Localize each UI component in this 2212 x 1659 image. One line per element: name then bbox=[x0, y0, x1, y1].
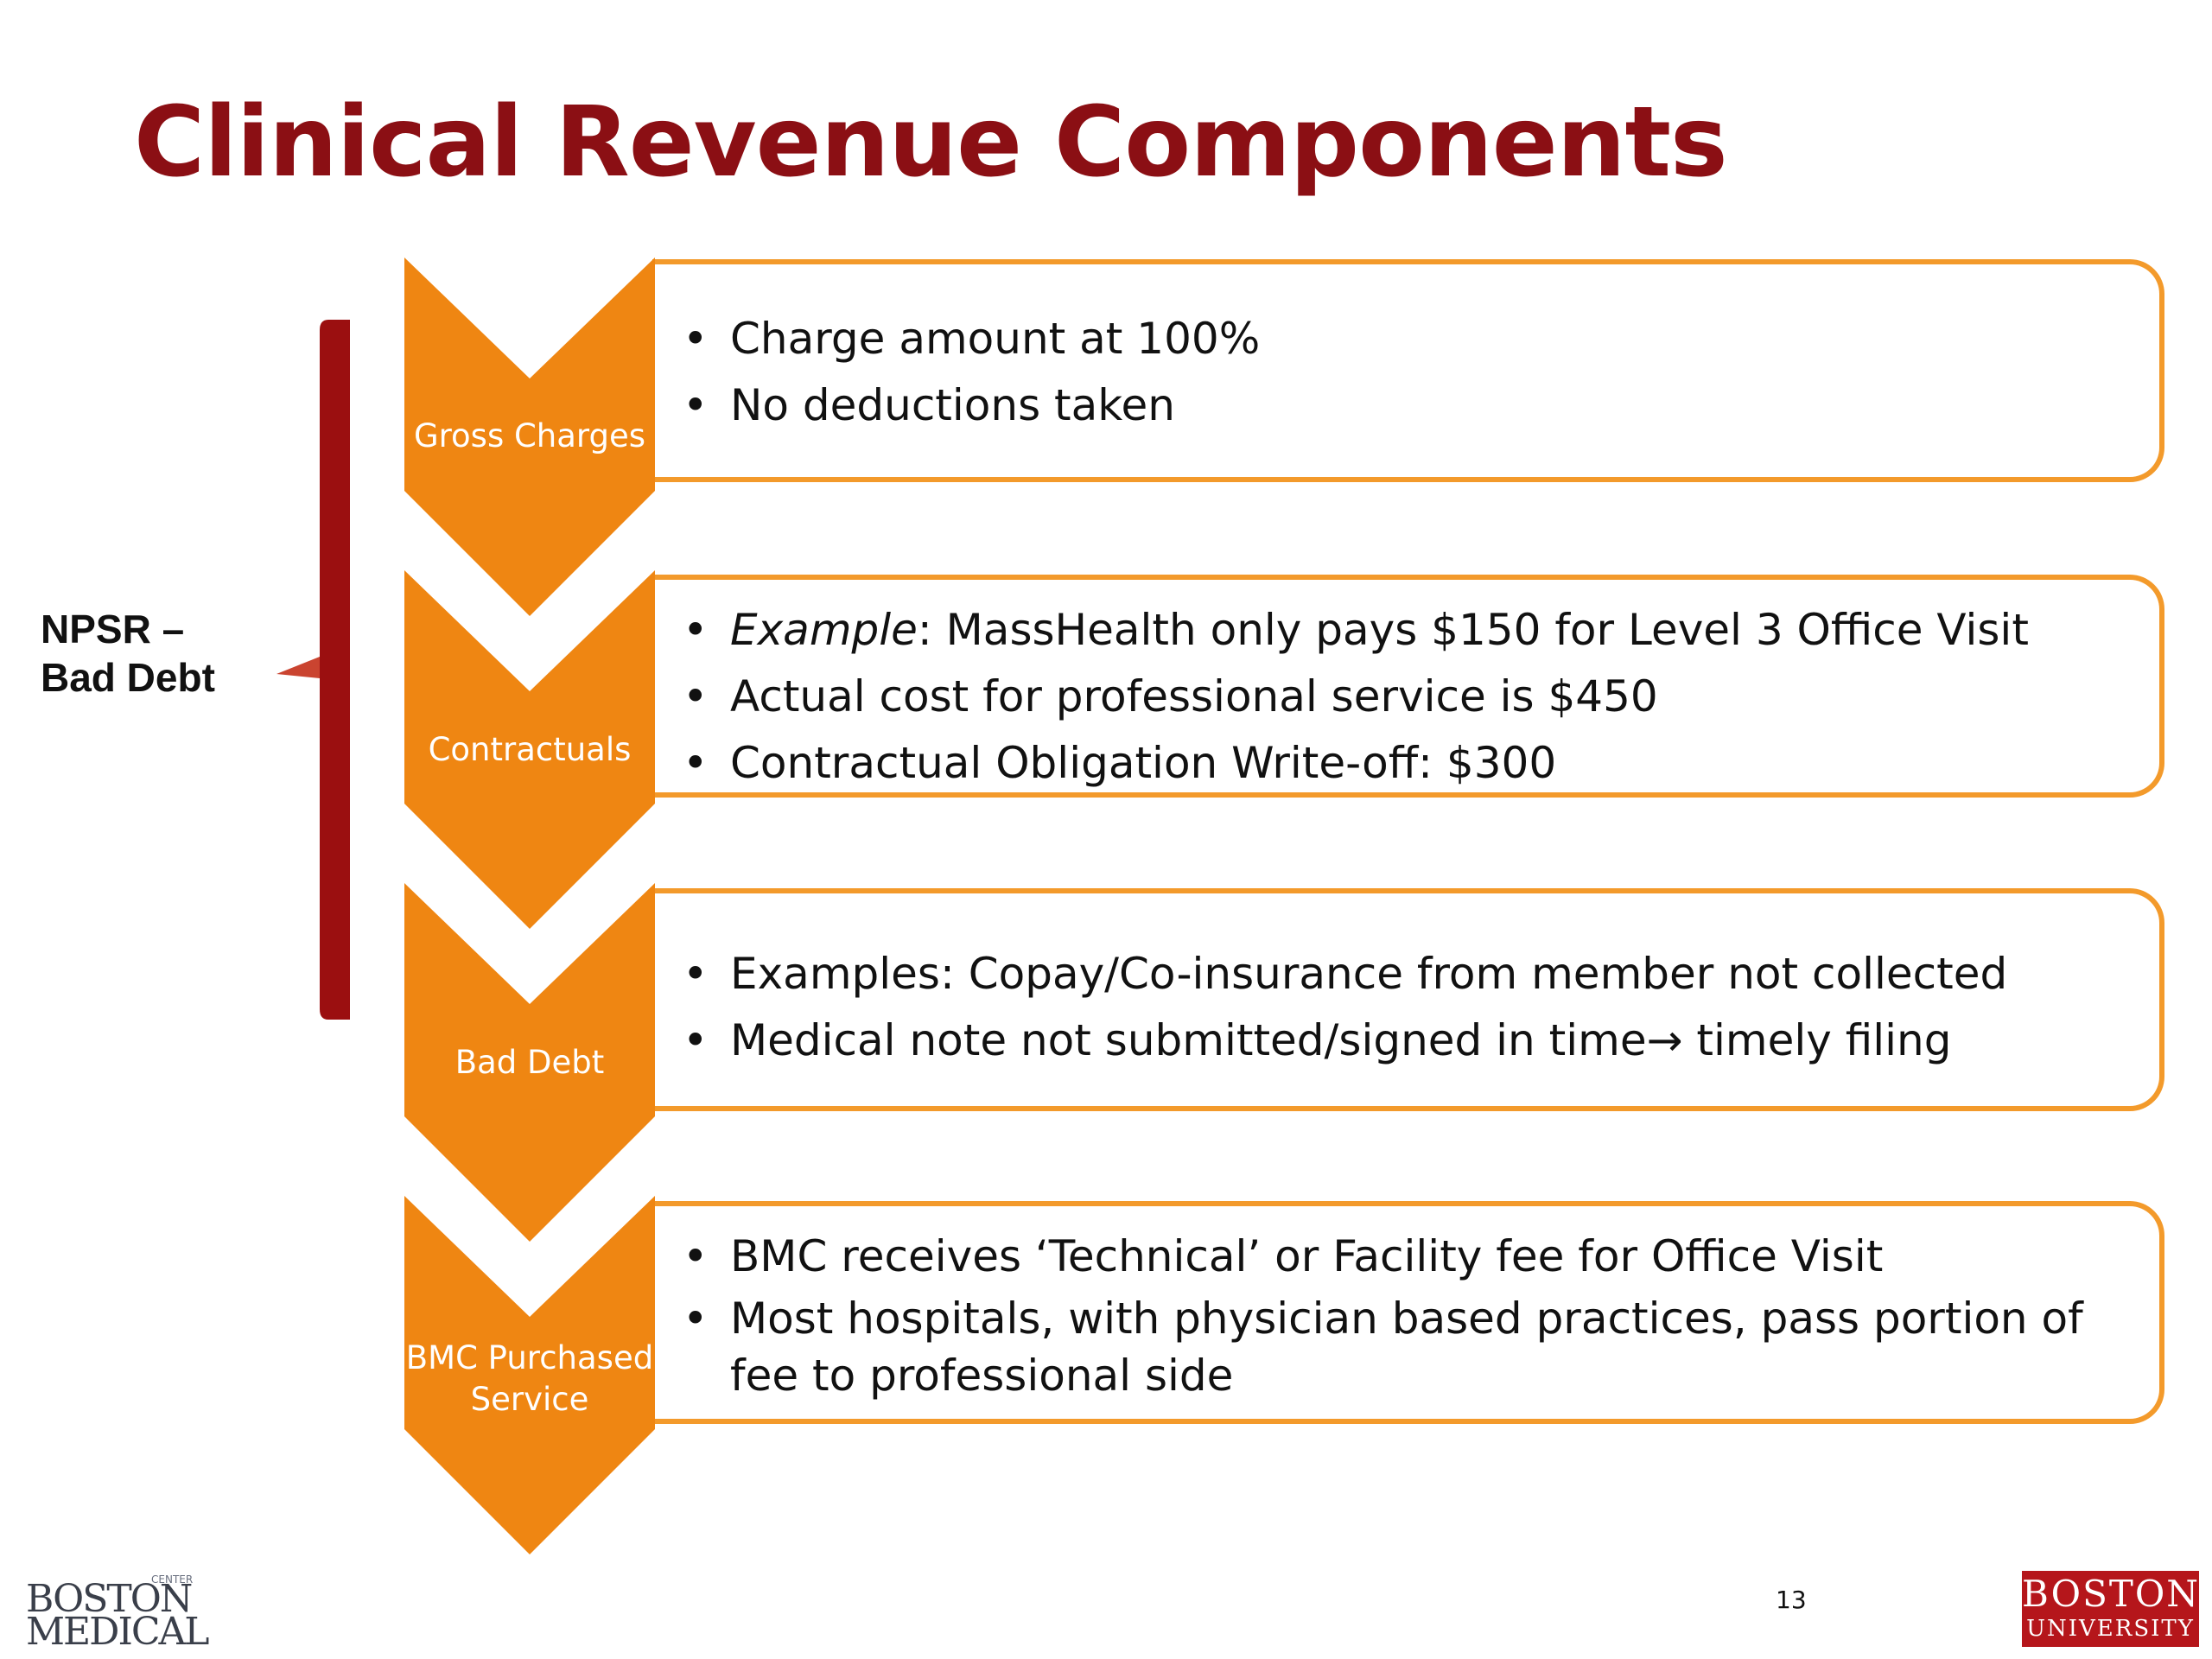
stage-label-line: BMC Purchased bbox=[405, 1339, 654, 1376]
stage-label: Contractuals bbox=[404, 729, 655, 771]
npsr-bad-debt-label: NPSR – Bad Debt bbox=[41, 605, 265, 702]
stage-label: Bad Debt bbox=[404, 1042, 655, 1084]
slide-title: Clinical Revenue Components bbox=[134, 86, 1728, 199]
bullet-text: timely filing bbox=[1682, 1015, 1952, 1065]
bu-logo-line1: BOSTON bbox=[2022, 1573, 2201, 1615]
bullet-item: • Medical note not submitted/signed in ti… bbox=[683, 1007, 2125, 1074]
bullet-text: BMC receives ‘Technical’ or Facility fee… bbox=[730, 1231, 1884, 1281]
bullet-item: • Contractual Obligation Write-off: $300 bbox=[683, 730, 2125, 797]
side-label-line2: Bad Debt bbox=[41, 655, 215, 700]
bullet-text: Charge amount at 100% bbox=[730, 314, 1261, 364]
bullet-text: : MassHealth only pays $150 for Level 3 … bbox=[917, 605, 2029, 655]
stage-detail-box-3: • Examples: Copay/Co-insurance from membe… bbox=[652, 888, 2164, 1111]
bullet-item: • Example: MassHealth only pays $150 for … bbox=[683, 597, 2125, 664]
stage-label-line: Contractuals bbox=[428, 731, 632, 768]
stage-label: BMC Purchased Service bbox=[404, 1338, 655, 1421]
bullet-dot-icon: • bbox=[683, 1015, 709, 1065]
stage-label-line: Gross Charges bbox=[413, 417, 646, 454]
bullet-item: • Examples: Copay/Co-insurance from membe… bbox=[683, 941, 2125, 1007]
stage-label: Gross Charges bbox=[404, 416, 655, 457]
page-number: 13 bbox=[1776, 1586, 1807, 1614]
bullet-list: • Charge amount at 100% • No deductions tak… bbox=[683, 306, 2125, 439]
bmc-logo-tag: CENTER bbox=[151, 1573, 193, 1586]
bullet-text: Most hospitals, with physician based pra… bbox=[730, 1294, 2083, 1401]
bullet-dot-icon: • bbox=[683, 738, 709, 788]
bullet-dot-icon: • bbox=[683, 671, 709, 721]
bmc-logo-line2: MEDICAL bbox=[26, 1610, 209, 1650]
stage-chevron-1: Gross Charges bbox=[404, 257, 655, 616]
bullet-item: • BMC receives ‘Technical’ or Facility fe… bbox=[683, 1224, 2125, 1290]
bullet-text: No deductions taken bbox=[730, 380, 1175, 430]
bullet-item: • Charge amount at 100% bbox=[683, 306, 2125, 372]
boston-medical-center-logo: BOSTON MEDICAL CENTER bbox=[26, 1573, 211, 1650]
bullet-text: Example bbox=[730, 605, 918, 655]
bullet-list: • Example: MassHealth only pays $150 for … bbox=[683, 597, 2125, 797]
bullet-item: • No deductions taken bbox=[683, 372, 2125, 439]
bullet-item: • Actual cost for professional service is… bbox=[683, 664, 2125, 730]
stage-detail-box-2: • Example: MassHealth only pays $150 for … bbox=[652, 575, 2164, 798]
stage-detail-box-4: • BMC receives ‘Technical’ or Facility fe… bbox=[652, 1201, 2164, 1424]
bullet-text: Examples: Copay/Co-insurance from member… bbox=[730, 949, 2008, 999]
stage-chevron-3: Bad Debt bbox=[404, 883, 655, 1242]
bullet-text: Actual cost for professional service is … bbox=[730, 671, 1658, 721]
bullet-text: Contractual Obligation Write-off: $300 bbox=[730, 738, 1557, 788]
bullet-dot-icon: • bbox=[683, 1231, 709, 1281]
side-label-line1: NPSR – bbox=[41, 607, 185, 652]
bullet-dot-icon: • bbox=[683, 605, 709, 655]
bullet-dot-icon: • bbox=[683, 380, 709, 430]
bullet-dot-icon: • bbox=[683, 949, 709, 999]
boston-university-logo: BOSTON UNIVERSITY bbox=[2022, 1571, 2199, 1647]
bmc-logo-line1: BOSTON bbox=[26, 1577, 192, 1621]
stage-chevron-2: Contractuals bbox=[404, 570, 655, 929]
stage-detail-box-1: • Charge amount at 100% • No deductions tak… bbox=[652, 259, 2164, 482]
stage-chevron-4: BMC Purchased Service bbox=[404, 1196, 655, 1554]
bullet-list: • Examples: Copay/Co-insurance from membe… bbox=[683, 941, 2125, 1074]
bu-logo-line2: UNIVERSITY bbox=[2026, 1616, 2195, 1642]
stage-label-line: Bad Debt bbox=[454, 1044, 605, 1081]
arrow-right-icon: → bbox=[1646, 1015, 1683, 1065]
bullet-text: Medical note not submitted/signed in tim… bbox=[730, 1015, 1647, 1065]
bracket-connector bbox=[276, 320, 350, 1020]
stage-label-line: Service bbox=[470, 1381, 589, 1418]
bullet-list: • BMC receives ‘Technical’ or Facility fe… bbox=[683, 1224, 2125, 1404]
bullet-item: • Most hospitals, with physician based pr… bbox=[683, 1290, 2125, 1404]
bullet-dot-icon: • bbox=[683, 1294, 709, 1344]
bullet-dot-icon: • bbox=[683, 314, 709, 364]
